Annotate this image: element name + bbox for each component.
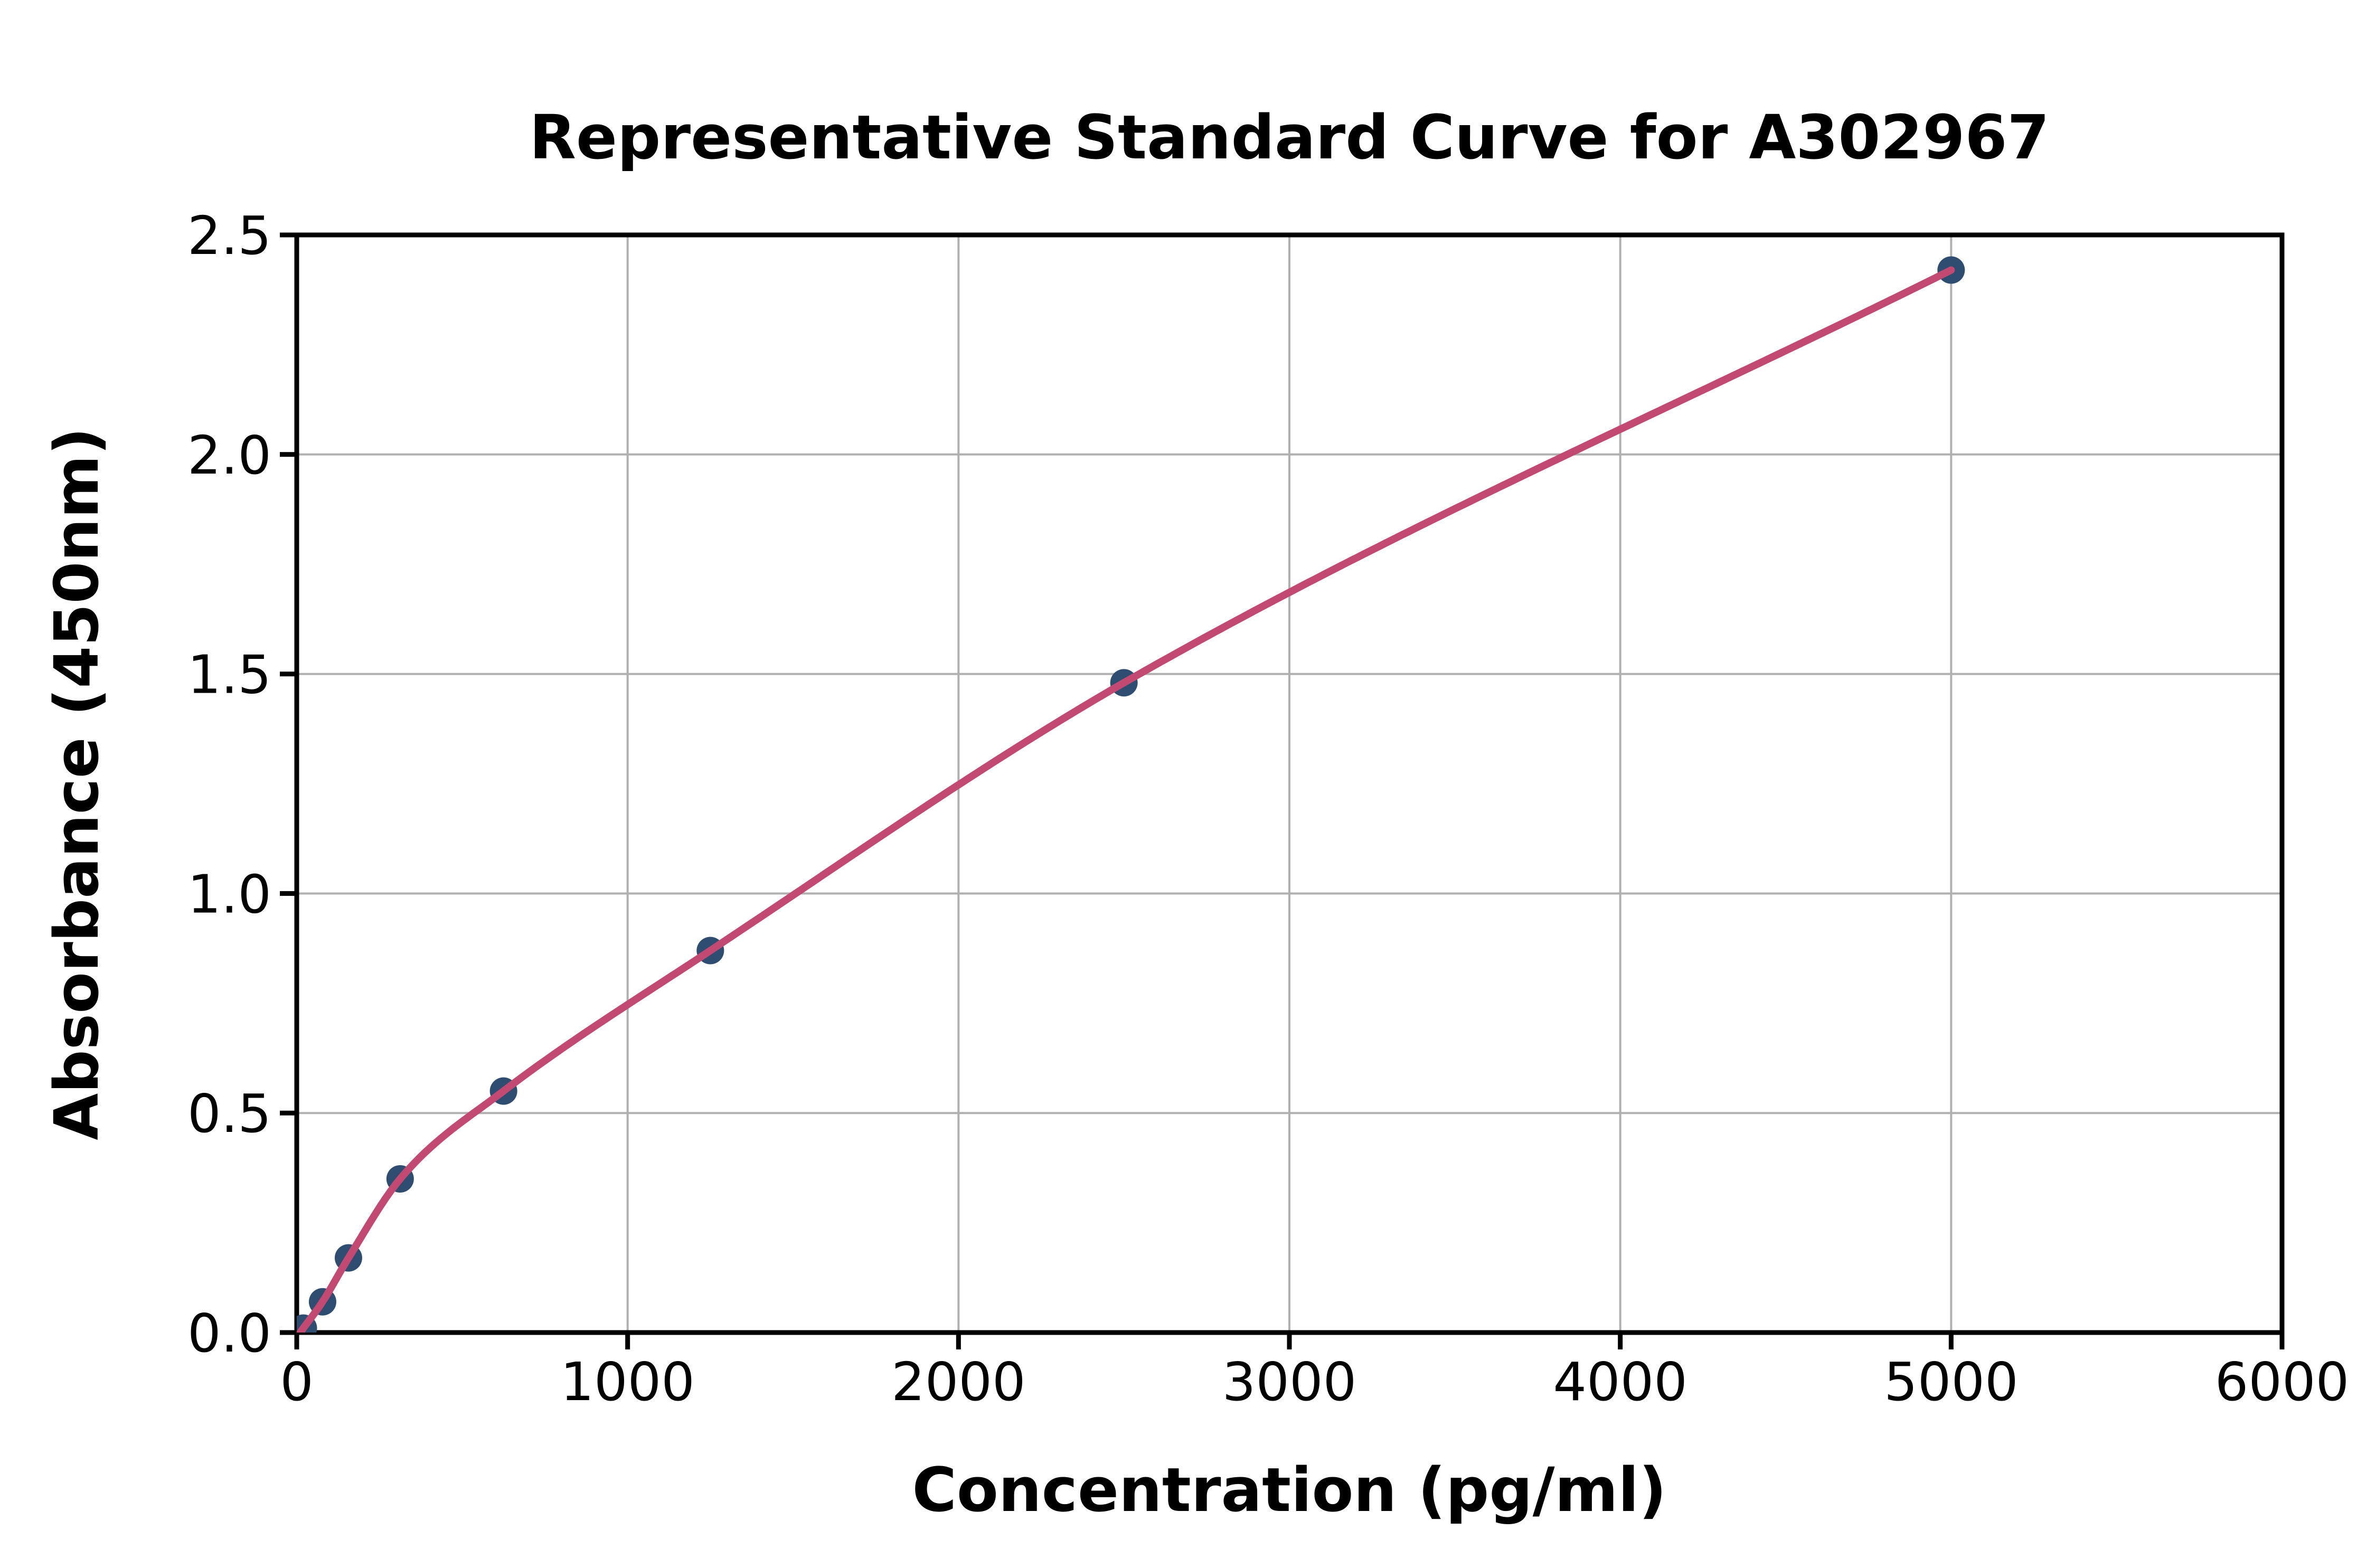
fit-curve-line xyxy=(297,266,1955,1333)
x-tick-label: 6000 xyxy=(2215,1351,2350,1413)
y-tick-label: 1.0 xyxy=(187,863,271,925)
gridlines xyxy=(296,234,2283,1334)
y-tick-label: 2.5 xyxy=(187,205,271,267)
y-tick-label: 2.0 xyxy=(187,424,271,486)
tick-labels: 0 1000 2000 3000 4000 5000 6000 0.0 0.5 1.0 1.5 2.0… xyxy=(187,205,2349,1413)
axis-ticks xyxy=(280,232,2285,1349)
x-tick-label: 0 xyxy=(280,1351,314,1413)
y-axis-label: Absorbance (450nm) xyxy=(42,427,112,1140)
x-tick-label: 3000 xyxy=(1222,1351,1357,1413)
y-tick-label: 0.0 xyxy=(187,1302,271,1364)
plot-frame xyxy=(294,232,2285,1335)
x-axis-label: Concentration (pg/ml) xyxy=(912,1455,1667,1526)
x-tick-label: 4000 xyxy=(1553,1351,1687,1413)
x-tick-label: 1000 xyxy=(560,1351,695,1413)
y-tick-label: 0.5 xyxy=(187,1083,271,1145)
chart-title: Representative Standard Curve for A30296… xyxy=(530,102,2050,173)
y-tick-label: 1.5 xyxy=(187,644,271,706)
data-points xyxy=(297,256,1965,1333)
x-tick-label: 2000 xyxy=(891,1351,1026,1413)
x-tick-label: 5000 xyxy=(1884,1351,2019,1413)
